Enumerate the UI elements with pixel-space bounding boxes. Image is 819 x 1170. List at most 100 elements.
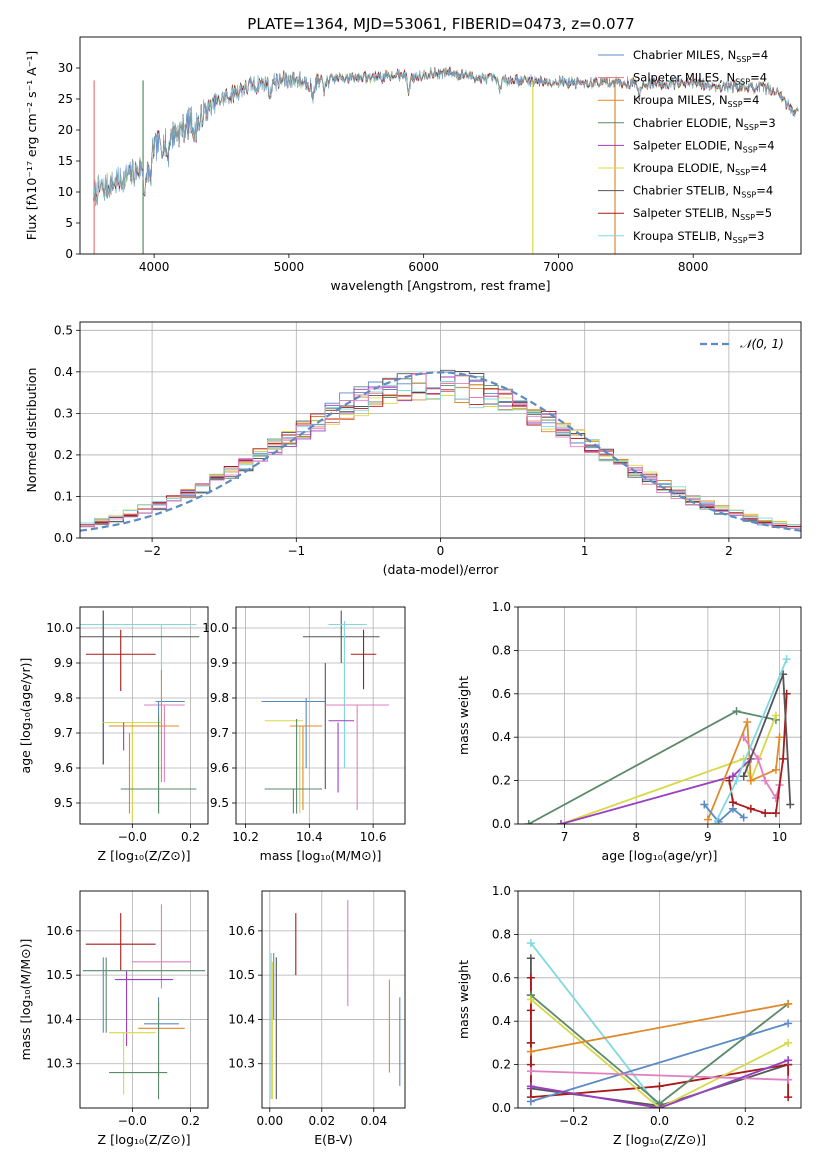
legend-sub: SSP bbox=[744, 123, 759, 132]
series-marker bbox=[526, 939, 535, 948]
histogram-step bbox=[80, 373, 801, 538]
series-marker bbox=[703, 815, 712, 824]
legend-entry: Chabrier ELODIE, NSSP=3 bbox=[633, 116, 776, 132]
series-marker bbox=[526, 954, 535, 963]
legend-value: =4 bbox=[750, 71, 767, 85]
plot-area bbox=[80, 610, 200, 821]
series-marker bbox=[655, 1104, 664, 1108]
y-tick-label: 0.4 bbox=[492, 730, 511, 744]
y-tick-label: 9.5 bbox=[210, 796, 229, 810]
series-line bbox=[530, 1059, 789, 1108]
series-marker bbox=[786, 800, 795, 809]
y-tick-label: 9.9 bbox=[54, 656, 73, 670]
series-line bbox=[703, 803, 745, 824]
x-axis-label: Z [log₁₀(Z/Z⊙)] bbox=[98, 848, 191, 863]
y-tick-label: 0 bbox=[65, 247, 73, 261]
series-marker bbox=[784, 999, 793, 1008]
y-tick-label: 10.4 bbox=[228, 1012, 255, 1026]
series-marker bbox=[782, 655, 791, 664]
series-line bbox=[560, 715, 777, 824]
y-tick-label: 9.6 bbox=[54, 761, 73, 775]
y-axis-label: mass [log₁₀(M/M⊙)] bbox=[18, 939, 33, 1061]
error-bar bbox=[85, 913, 156, 971]
ticks: 7 8 9 10 0.0 0.2 0.4 0.6 0.8 1.0 bbox=[492, 600, 787, 844]
series-marker bbox=[526, 1038, 535, 1047]
x-tick-label: 9 bbox=[704, 830, 712, 844]
legend-label: Kroupa STELIB, N bbox=[633, 229, 733, 243]
y-tick-label: 10.0 bbox=[46, 621, 73, 635]
x-tick-label: 10.6 bbox=[360, 830, 387, 844]
y-tick-label: 10.5 bbox=[46, 968, 73, 982]
y-tick-label: 10.0 bbox=[202, 621, 229, 635]
series-line bbox=[742, 736, 781, 801]
y-tick-label: 10.4 bbox=[46, 1012, 73, 1026]
x-axis-label: Z [log₁₀(Z/Z⊙)] bbox=[98, 1132, 191, 1147]
grid bbox=[80, 607, 208, 824]
plot-area bbox=[524, 655, 795, 824]
x-axis-label: Z [log₁₀(Z/Z⊙)] bbox=[613, 1132, 706, 1147]
x-axis-label: (data-model)/error bbox=[383, 562, 500, 577]
y-tick-label: 9.9 bbox=[210, 656, 229, 670]
ticks: 4000 5000 6000 7000 8000 0 5 10 15 20 25 30 bbox=[58, 61, 709, 274]
series-marker bbox=[711, 820, 720, 824]
legend-value: =4 bbox=[743, 93, 760, 107]
y-tick-label: 10.6 bbox=[228, 924, 255, 938]
axes-frame bbox=[235, 606, 406, 825]
legend-entry: Kroupa ELODIE, NSSP=4 bbox=[633, 161, 767, 177]
legend-label: Chabrier ELODIE, N bbox=[633, 116, 744, 130]
axes-frame bbox=[79, 890, 209, 1109]
y-tick-label: 0.1 bbox=[54, 489, 73, 503]
ticks: −0.0 0.2 9.5 9.6 9.7 9.8 9.9 10.0 bbox=[46, 621, 200, 844]
legend-sub: SSP bbox=[733, 236, 748, 245]
y-tick-label: 0.8 bbox=[492, 927, 511, 941]
legend-entry: Salpeter STELIB, NSSP=5 bbox=[633, 206, 772, 222]
x-tick-label: 2 bbox=[725, 544, 733, 558]
y-tick-label: 0.2 bbox=[492, 774, 511, 788]
age-vs-metallicity-panel: −0.0 0.2 9.5 9.6 9.7 9.8 9.9 10.0 Z [log₁₀(Z/Z⊙)… bbox=[18, 606, 209, 863]
series-marker bbox=[700, 800, 709, 809]
y-tick-label: 10.3 bbox=[228, 1057, 255, 1071]
x-tick-label: 6000 bbox=[408, 260, 439, 274]
series-marker bbox=[728, 798, 737, 807]
error-bar bbox=[132, 904, 191, 989]
series-marker bbox=[771, 711, 780, 720]
y-tick-label: 9.8 bbox=[54, 691, 73, 705]
legend: 𝒩(0, 1) bbox=[700, 337, 784, 351]
x-tick-label: −0.0 bbox=[118, 1114, 147, 1128]
series-marker bbox=[761, 776, 770, 785]
legend-label: Kroupa MILES, N bbox=[633, 93, 728, 107]
legend-label: Salpeter MILES, N bbox=[633, 71, 735, 85]
y-tick-label: 9.5 bbox=[54, 796, 73, 810]
y-tick-label: 9.6 bbox=[210, 761, 229, 775]
y-tick-label: 0.3 bbox=[54, 406, 73, 420]
legend-value: =4 bbox=[751, 48, 768, 62]
legend-sub: SSP bbox=[741, 191, 756, 200]
legend-entry: Kroupa STELIB, NSSP=3 bbox=[633, 229, 764, 245]
spectrum-panel: 4000 5000 6000 7000 8000 0 5 10 15 20 25 30 waveleng… bbox=[24, 36, 802, 293]
x-tick-label: −1 bbox=[287, 544, 305, 558]
y-tick-label: 0.6 bbox=[492, 687, 511, 701]
y-tick-label: 0.2 bbox=[492, 1058, 511, 1072]
y-tick-label: 0.8 bbox=[492, 643, 511, 657]
series-marker bbox=[526, 1097, 535, 1106]
legend-entry: Salpeter MILES, NSSP=4 bbox=[633, 71, 767, 87]
y-tick-label: 10.3 bbox=[46, 1057, 73, 1071]
x-tick-label: 4000 bbox=[139, 260, 170, 274]
y-tick-label: 10.5 bbox=[228, 968, 255, 982]
y-tick-label: 0.0 bbox=[492, 817, 511, 831]
plot-area bbox=[82, 904, 206, 1100]
legend-sub: SSP bbox=[735, 168, 750, 177]
x-tick-label: 10.2 bbox=[232, 830, 259, 844]
x-tick-label: 5000 bbox=[274, 260, 305, 274]
x-tick-label: 8 bbox=[632, 830, 640, 844]
spectrum-line bbox=[93, 67, 799, 207]
legend-value: =4 bbox=[750, 161, 767, 175]
y-tick-label: 0.4 bbox=[54, 365, 73, 379]
x-axis-label: age [log₁₀(age/yr)] bbox=[602, 848, 718, 863]
plot-area bbox=[261, 610, 390, 814]
plot-area bbox=[526, 939, 793, 1108]
y-tick-label: 5 bbox=[65, 216, 73, 230]
grid bbox=[262, 891, 405, 1108]
x-tick-label: 0.04 bbox=[360, 1114, 387, 1128]
